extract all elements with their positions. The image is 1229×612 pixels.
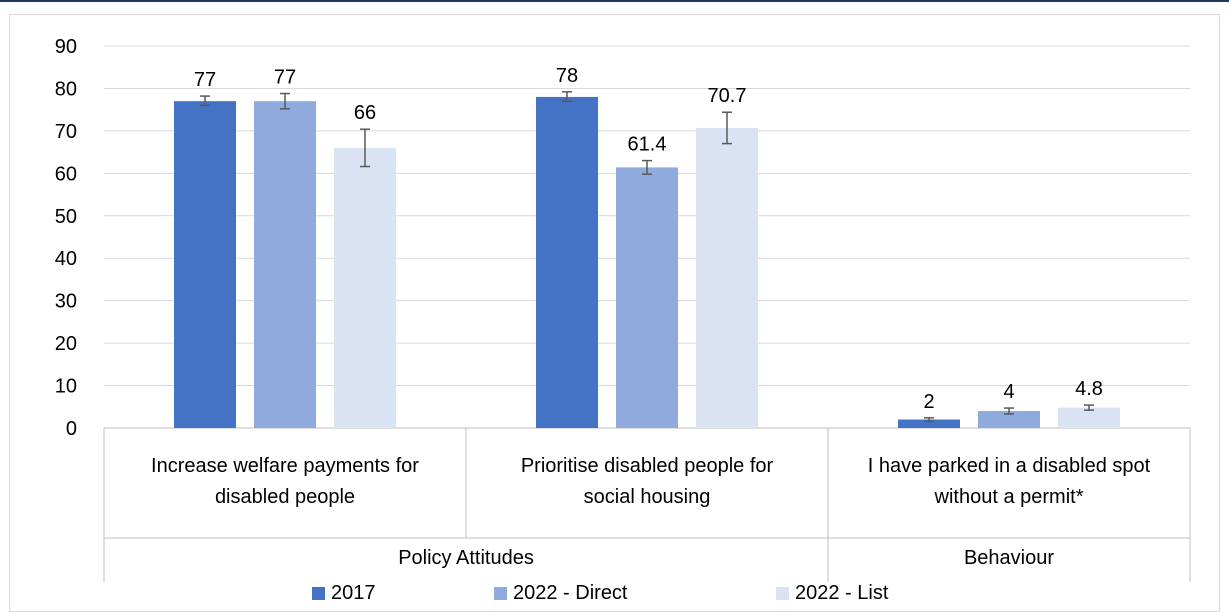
bar <box>254 101 316 428</box>
y-tick-label: 80 <box>55 78 77 100</box>
data-label: 4 <box>1003 381 1014 403</box>
legend-swatch <box>312 587 325 600</box>
legend-item: 2017 <box>312 582 376 605</box>
category-label: social housing <box>584 486 711 508</box>
legend-label: 2017 <box>331 582 376 604</box>
legend-swatch <box>776 587 789 600</box>
chart-legend: 2017 2022 - Direct 2022 - List <box>0 582 1229 606</box>
y-tick-label: 70 <box>55 121 77 143</box>
bar <box>174 101 236 428</box>
data-label: 2 <box>923 391 934 413</box>
bar <box>898 419 960 428</box>
group-label: Policy Attitudes <box>398 547 534 569</box>
bar <box>1058 407 1120 428</box>
legend-item: 2022 - List <box>776 582 888 605</box>
legend-item: 2022 - Direct <box>494 582 628 605</box>
category-label: without a permit* <box>934 486 1084 508</box>
data-label: 70.7 <box>708 85 747 107</box>
top-rule <box>0 0 1229 2</box>
legend-label: 2022 - List <box>795 582 889 604</box>
y-tick-label: 10 <box>55 376 77 398</box>
category-label: Prioritise disabled people for <box>521 455 774 477</box>
bar-chart: 0 10 20 30 40 50 60 70 80 90 Increase welfare paym… <box>55 36 1191 582</box>
bar <box>536 96 598 428</box>
legend-label: 2022 - Direct <box>513 582 628 604</box>
y-tick-label: 90 <box>55 36 77 58</box>
data-label: 77 <box>274 67 296 89</box>
y-tick-label: 50 <box>55 206 77 228</box>
data-label: 77 <box>194 69 216 91</box>
y-tick-label: 60 <box>55 163 77 185</box>
category-label: disabled people <box>215 486 355 508</box>
group-label: Behaviour <box>964 547 1054 569</box>
y-tick-label: 30 <box>55 291 77 313</box>
y-tick-label: 20 <box>55 333 77 355</box>
data-label: 61.4 <box>628 134 667 156</box>
y-tick-label: 0 <box>66 418 77 440</box>
y-tick-label: 40 <box>55 248 77 270</box>
data-label: 66 <box>354 102 376 124</box>
bar <box>616 167 678 428</box>
category-label: Increase welfare payments for <box>151 455 419 477</box>
bar <box>696 127 758 428</box>
data-label: 78 <box>556 65 578 87</box>
data-label: 4.8 <box>1075 378 1103 400</box>
bar <box>334 147 396 428</box>
bar <box>978 411 1040 428</box>
category-label: I have parked in a disabled spot <box>868 455 1151 477</box>
legend-swatch <box>494 587 507 600</box>
